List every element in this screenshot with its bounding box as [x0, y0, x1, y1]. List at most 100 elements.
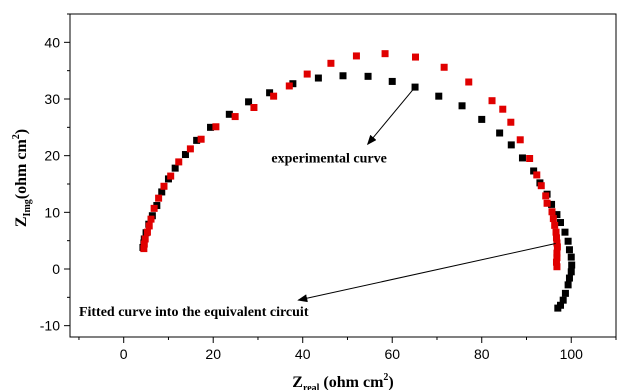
red-data-point: [140, 240, 148, 248]
x-tick-label: 0: [120, 346, 128, 362]
x-axis-title: Zreal (ohm cm2): [292, 372, 393, 390]
red-data-point: [552, 258, 560, 266]
black-data-point: [435, 92, 443, 100]
red-data-point: [551, 221, 559, 229]
y-tick-label: 20: [44, 148, 60, 164]
y-title-main: Z: [13, 216, 30, 227]
red-data-point: [143, 228, 151, 236]
red-data-point: [440, 63, 448, 71]
red-data-point: [352, 52, 360, 60]
black-data-point: [553, 211, 561, 219]
axis-tick-labels: 0 20 40 60 80 100 -10 0 10 20 30 40: [40, 34, 583, 362]
y-tick-label: 10: [44, 204, 60, 220]
black-data-point: [478, 115, 486, 123]
y-tick-label: 30: [44, 91, 60, 107]
black-data-point: [364, 72, 372, 80]
x-tick-label: 100: [560, 346, 584, 362]
black-data-point: [158, 188, 166, 196]
red-data-point: [270, 92, 278, 100]
x-tick-label: 60: [384, 346, 400, 362]
x-tick-label: 20: [205, 346, 221, 362]
red-data-point: [155, 194, 163, 202]
annotations: experimental curve Fitted curve into the …: [79, 87, 556, 320]
black-data-point: [388, 77, 396, 85]
black-data-point: [411, 83, 419, 91]
black-data-point: [561, 228, 569, 236]
red-data-point: [141, 235, 149, 243]
red-data-point: [553, 249, 561, 257]
black-data-point: [561, 289, 569, 297]
black-data-point: [193, 136, 201, 144]
black-data-point: [507, 141, 515, 149]
x-title-main: Z: [292, 374, 303, 390]
plot-frame: [69, 13, 617, 338]
black-data-point: [567, 268, 575, 276]
annotation-arrow: [366, 87, 415, 146]
red-data-point: [231, 113, 239, 121]
red-data-point: [526, 155, 534, 162]
black-data-point: [554, 304, 562, 312]
red-data-point: [212, 123, 220, 131]
y-title-close: ): [13, 129, 30, 134]
red-data-point: [543, 199, 551, 207]
red-data-point: [186, 145, 194, 153]
black-data-point: [171, 164, 179, 172]
x-title-sub: real: [303, 383, 320, 390]
black-data-point: [496, 129, 504, 137]
y-axis-title: ZImg(ohm cm2): [11, 129, 33, 227]
red-data-point: [552, 228, 560, 236]
red-data-point: [533, 171, 541, 179]
red-data-point: [537, 182, 545, 190]
x-title-unit: (ohm cm: [319, 374, 384, 390]
red-data-point: [552, 234, 560, 242]
black-data-point: [289, 80, 297, 88]
red-data-point: [145, 222, 153, 230]
black-data-point: [207, 123, 215, 131]
x-title-close: ): [388, 374, 393, 390]
black-data-point: [565, 274, 573, 282]
axis-ticks: [64, 13, 617, 343]
y-tick-label: 0: [52, 261, 60, 277]
red-data-point: [167, 172, 175, 180]
annotation-arrow: [297, 243, 556, 303]
red-data-point: [553, 239, 561, 247]
red-data-point: [140, 245, 148, 253]
red-data-point: [549, 215, 557, 223]
black-data-point: [530, 167, 538, 175]
y-title-sup: 2: [11, 134, 22, 139]
red-data-point: [542, 192, 550, 200]
red-data-point: [516, 136, 524, 144]
black-data-point: [557, 219, 565, 227]
red-data-point: [381, 50, 389, 58]
black-data-point: [458, 102, 466, 110]
x-tick-label: 40: [295, 346, 311, 362]
black-data-point: [565, 246, 573, 254]
y-title-sub: Img: [22, 199, 33, 216]
black-data-point: [339, 72, 347, 80]
red-data-point: [147, 215, 155, 223]
black-data-point: [266, 89, 274, 97]
black-data-point: [518, 154, 526, 162]
red-data-point: [250, 104, 258, 111]
red-data-point: [548, 208, 556, 216]
red-data-point: [160, 182, 168, 190]
x-tick-label: 80: [474, 346, 490, 362]
red-data-point: [553, 254, 561, 262]
fitted-curve-label: Fitted curve into the equivalent circuit: [79, 305, 309, 320]
red-data-point: [327, 59, 335, 67]
black-data-point: [567, 253, 575, 261]
black-data-point: [564, 237, 572, 245]
red-data-point: [150, 204, 158, 212]
y-tick-label: -10: [40, 318, 60, 334]
experimental-curve-label: experimental curve: [271, 151, 386, 166]
red-data-point: [507, 118, 515, 126]
black-data-point: [181, 151, 189, 159]
y-tick-label: 40: [44, 34, 60, 50]
red-data-point: [175, 158, 183, 166]
black-data-point: [568, 261, 576, 269]
y-title-unit: (ohm cm: [13, 139, 30, 200]
red-data-point: [412, 53, 420, 61]
red-data-point: [499, 105, 507, 113]
red-data-point: [553, 243, 561, 251]
